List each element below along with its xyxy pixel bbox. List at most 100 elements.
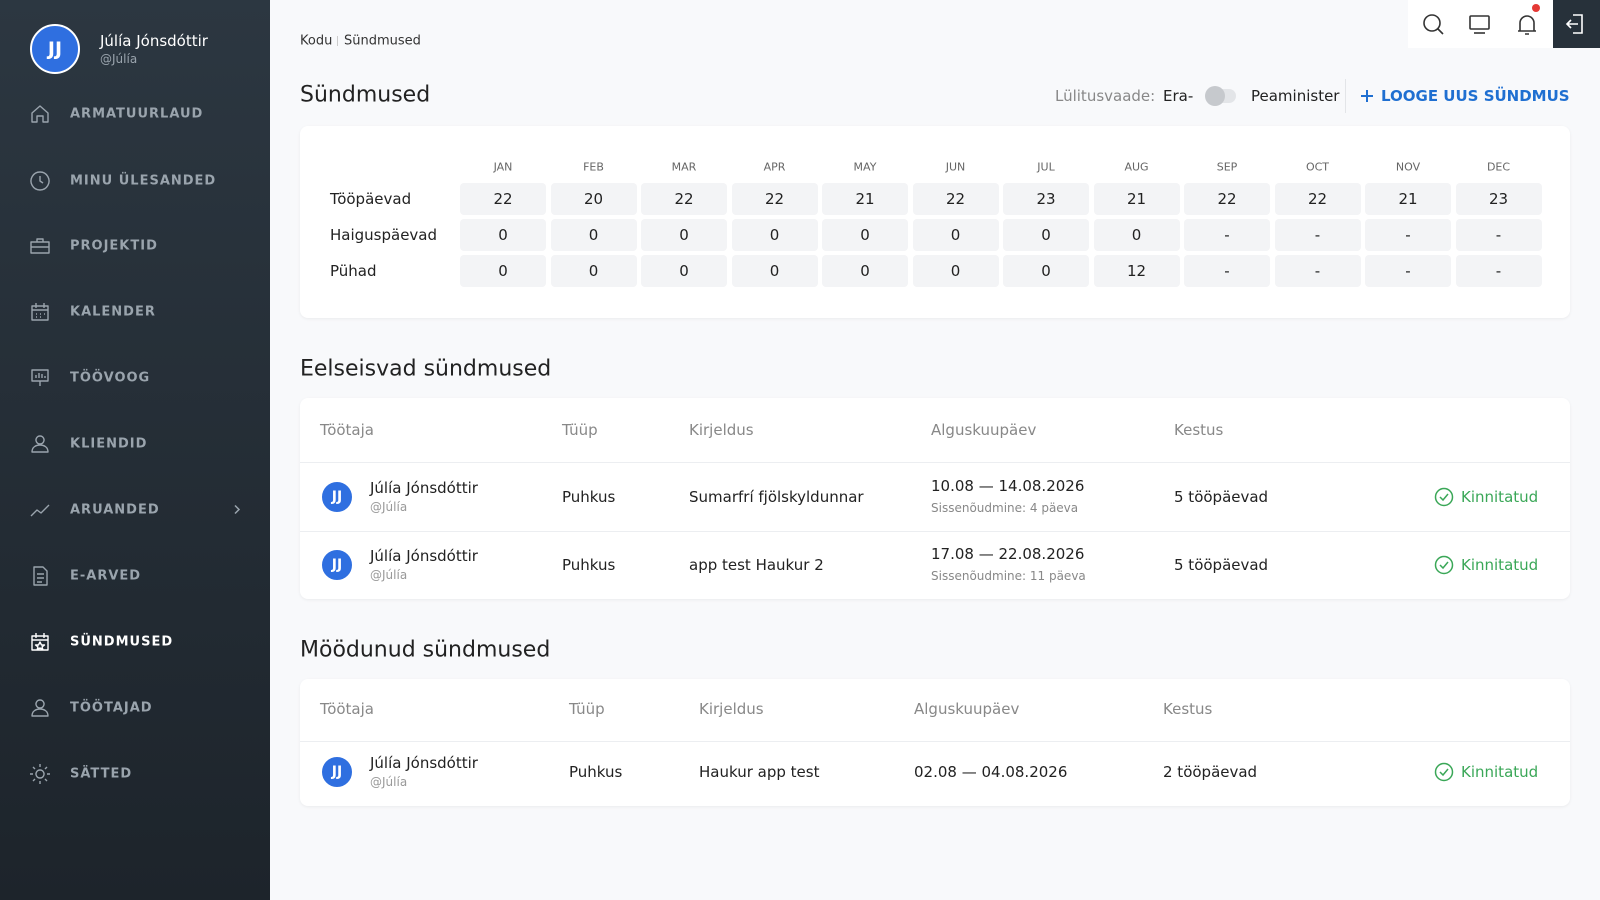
employee-handle: @Júlía [370, 500, 408, 514]
summary-cell: - [1455, 219, 1542, 251]
event-description: app test Haukur 2 [689, 556, 824, 574]
row-label: Tööpäevad [330, 190, 412, 208]
avatar: JJ [320, 755, 354, 789]
event-type: Puhkus [562, 488, 616, 506]
month-label: APR [763, 160, 786, 174]
employee-handle: @Júlía [370, 568, 408, 582]
sidebar [0, 0, 270, 900]
summary-cell: 0 [460, 219, 546, 251]
summary-cell: 22 [731, 183, 818, 215]
check-icon [1434, 555, 1454, 575]
month-label: JUN [945, 160, 966, 174]
nav-icon [30, 171, 50, 191]
nav-label[interactable]: SÜNDMUSED [70, 634, 174, 650]
month-label: DEC [1486, 160, 1511, 174]
summary-cell: 23 [1455, 183, 1542, 215]
breadcrumb-item[interactable]: Kodu [300, 33, 333, 49]
nav-icon [31, 303, 49, 321]
event-status: Kinnitatud [1461, 488, 1539, 506]
status-icon [1434, 762, 1454, 782]
nav-icon [31, 105, 49, 123]
nav-label[interactable]: TÖÖTAJAD [70, 700, 153, 716]
chevron [234, 504, 241, 515]
nav-icon [31, 633, 49, 651]
events-card [300, 679, 1570, 806]
month-label: MAR [671, 160, 697, 174]
plus [1361, 90, 1373, 102]
header-divider [300, 462, 1570, 463]
column-header: Kirjeldus [699, 700, 764, 718]
column-header: Kirjeldus [689, 421, 754, 439]
event-duration: 2 tööpäevad [1163, 763, 1258, 781]
nav-label[interactable]: PROJEKTID [70, 238, 158, 254]
summary-cell: 12 [1093, 255, 1180, 287]
logout-button[interactable] [1553, 0, 1600, 48]
employee-handle: @Júlía [370, 775, 408, 789]
check-icon [1434, 487, 1454, 507]
column-header: Tüüp [569, 700, 605, 718]
summary-cell: 0 [1003, 219, 1089, 251]
user-name: Júlía Jónsdóttir [100, 32, 208, 50]
nav-label[interactable]: MINU ÜLESANDED [70, 173, 217, 189]
summary-cell: 0 [641, 255, 727, 287]
plus-icon [1360, 89, 1374, 103]
event-description: Haukur app test [699, 763, 820, 781]
monitor-icon[interactable] [1469, 15, 1490, 34]
check-icon [1434, 762, 1454, 782]
summary-cell: 0 [1003, 255, 1089, 287]
avatar: JJ [320, 480, 354, 514]
row-label: Haiguspäevad [330, 226, 438, 244]
toolbar-icons [1423, 4, 1540, 35]
summary-cell: 0 [822, 255, 908, 287]
month-label: JAN [493, 160, 513, 174]
create-button[interactable]: LOOGE UUS SÜNDMUS [1381, 87, 1570, 105]
summary-cell: - [1274, 255, 1361, 287]
summary-cell: - [1274, 219, 1361, 251]
nav-icon [30, 504, 50, 517]
summary-cell: 21 [1093, 183, 1180, 215]
nav-label[interactable]: KALENDER [70, 304, 156, 320]
summary-cell: 23 [1003, 183, 1089, 215]
summary-cell: 0 [912, 219, 999, 251]
nav-label[interactable]: SÄTTED [70, 766, 133, 782]
month-label: AUG [1124, 160, 1149, 174]
column-header: Kestus [1174, 421, 1224, 439]
month-label: JUL [1037, 160, 1055, 174]
nav-icon [31, 435, 49, 453]
row-label: Pühad [330, 262, 377, 280]
nav-icon [31, 369, 49, 386]
event-dates: 10.08 — 14.08.2026 [931, 477, 1085, 495]
section-title: Eelseisvad sündmused [300, 356, 552, 382]
nav-label[interactable]: TÖÖVOOG [70, 370, 151, 386]
nav-label[interactable]: E-ARVED [70, 568, 142, 584]
summary-cell: 20 [550, 183, 637, 215]
summary-cell: 0 [460, 255, 546, 287]
event-dates: 02.08 — 04.08.2026 [914, 763, 1068, 781]
summary-cell: 0 [731, 255, 818, 287]
search-icon[interactable] [1423, 14, 1444, 35]
summary-cell: 22 [460, 183, 546, 215]
nav-arrow [232, 501, 242, 520]
bell-icon[interactable] [1518, 4, 1540, 35]
toggle-knob [1205, 86, 1225, 106]
summary-cell: 22 [912, 183, 999, 215]
column-header: Töötaja [320, 421, 374, 439]
event-duration: 5 tööpäevad [1174, 488, 1269, 506]
toggle-label: Lülitusvaade: [1055, 87, 1156, 105]
nav-label[interactable]: ARMATUURLAUD [70, 106, 204, 122]
column-header: Töötaja [320, 700, 374, 718]
breadcrumb-item: Sündmused [344, 33, 421, 49]
user-handle: @Júlía [100, 52, 138, 66]
nav-label[interactable]: KLIENDID [70, 436, 148, 452]
summary-cell: 22 [1184, 183, 1270, 215]
page-title: Sündmused [300, 82, 431, 108]
month-label: SEP [1216, 160, 1238, 174]
nav-label[interactable]: ARUANDED [70, 502, 160, 518]
summary-cell: 0 [550, 219, 637, 251]
summary-cell: 0 [641, 219, 727, 251]
event-type: Puhkus [562, 556, 616, 574]
employee-name: Júlía Jónsdóttir [370, 479, 478, 497]
employee-name: Júlía Jónsdóttir [370, 754, 478, 772]
column-header: Alguskuupäev [931, 421, 1037, 439]
month-label: FEB [583, 160, 604, 174]
